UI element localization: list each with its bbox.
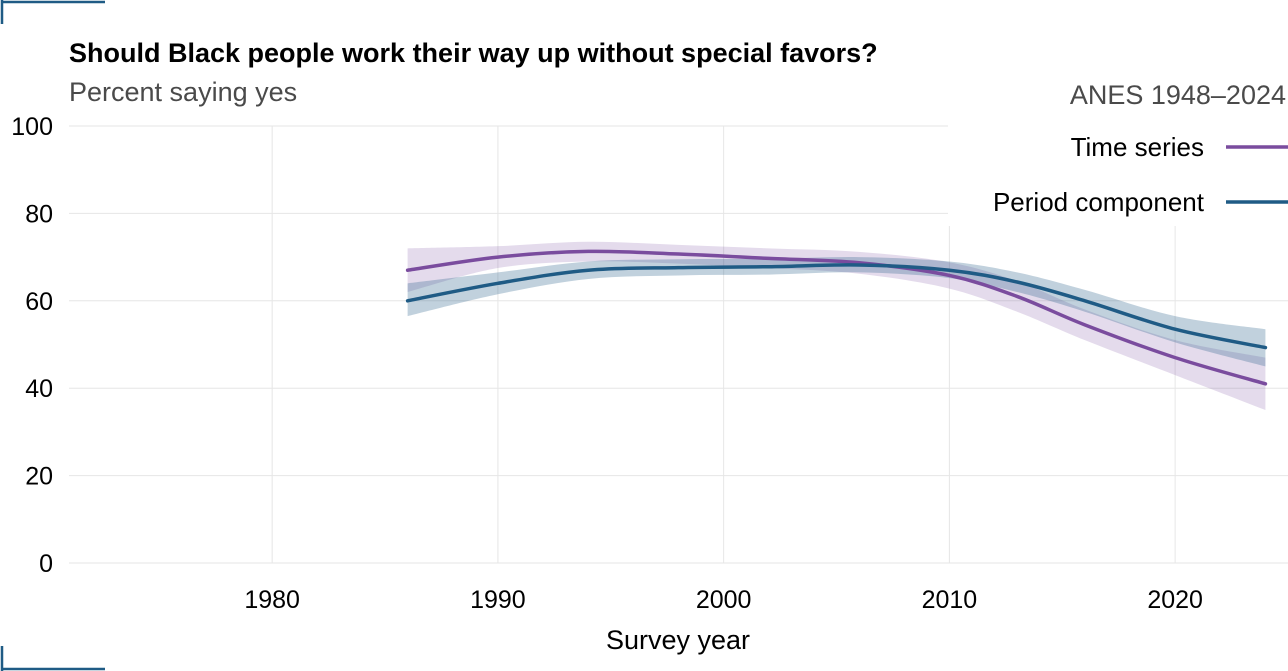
y-tick-label: 100 xyxy=(11,113,53,141)
y-tick-label: 40 xyxy=(25,375,53,403)
chart-title: Should Black people work their way up wi… xyxy=(69,38,878,68)
x-axis-title: Survey year xyxy=(606,625,750,655)
chart-subtitle: Percent saying yes xyxy=(69,77,297,107)
legend: Time series Period component xyxy=(993,132,1288,217)
x-tick-label: 1980 xyxy=(244,586,300,614)
y-tick-label: 60 xyxy=(25,288,53,316)
series-lines xyxy=(405,249,1268,386)
series-line-time-series xyxy=(405,249,1268,386)
confidence-band-period-component xyxy=(407,257,1266,367)
y-tick-label: 20 xyxy=(25,463,53,491)
corner-mark-top-left xyxy=(0,0,105,24)
x-tick-label: 2020 xyxy=(1147,586,1203,614)
y-axis-tick-labels: 0 20 40 60 80 100 xyxy=(11,113,53,578)
series-line-period-component xyxy=(405,263,1268,350)
y-tick-label: 0 xyxy=(39,550,53,578)
corner-mark-bottom-left xyxy=(0,646,105,671)
x-tick-label: 2010 xyxy=(922,586,978,614)
corner-marks xyxy=(0,0,105,671)
x-tick-label: 2000 xyxy=(696,586,752,614)
confidence-bands xyxy=(407,241,1266,411)
x-tick-label: 1990 xyxy=(470,586,526,614)
y-tick-label: 80 xyxy=(25,200,53,228)
source-note: ANES 1948–2024 xyxy=(1070,80,1286,110)
legend-background xyxy=(948,118,1288,226)
legend-label-period-component: Period component xyxy=(993,187,1205,217)
legend-label-time-series: Time series xyxy=(1071,132,1204,162)
x-axis-tick-labels: 1980 1990 2000 2010 2020 xyxy=(244,586,1203,614)
